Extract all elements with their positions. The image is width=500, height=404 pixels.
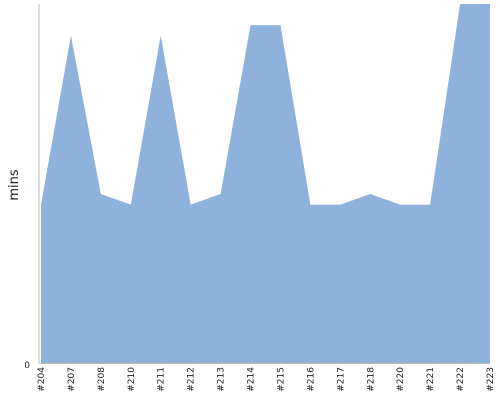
x-tick-label-221: #221 xyxy=(426,367,436,392)
data-point-210 xyxy=(129,203,133,207)
data-point-222 xyxy=(458,2,462,6)
x-tick-label-213: #213 xyxy=(217,367,227,392)
data-point-223 xyxy=(488,2,492,6)
x-tick-label-223: #223 xyxy=(486,367,496,392)
data-point-211 xyxy=(159,34,163,38)
y-tick-label-0: 0 xyxy=(24,361,30,371)
x-tick-label-207: #207 xyxy=(67,367,77,392)
data-point-217 xyxy=(338,203,342,207)
x-tick-label-214: #214 xyxy=(247,367,257,392)
data-point-220 xyxy=(398,203,402,207)
x-tick-label-210: #210 xyxy=(127,367,137,392)
x-tick-label-218: #218 xyxy=(366,367,376,392)
x-tick-label-204: #204 xyxy=(37,367,47,392)
data-point-207 xyxy=(69,34,73,38)
x-tick-label-222: #222 xyxy=(456,367,466,392)
x-tick-label-208: #208 xyxy=(97,367,107,392)
area-series xyxy=(41,4,490,363)
x-tick-label-215: #215 xyxy=(276,367,286,392)
data-point-213 xyxy=(219,192,223,196)
data-point-215 xyxy=(278,23,282,27)
x-tick-label-220: #220 xyxy=(396,367,406,392)
data-point-216 xyxy=(308,203,312,207)
data-point-214 xyxy=(249,23,253,27)
x-tick-label-211: #211 xyxy=(157,367,167,392)
y-axis-label: mins xyxy=(7,169,22,201)
x-tick-label-212: #212 xyxy=(187,367,197,392)
data-point-208 xyxy=(99,192,103,196)
data-point-212 xyxy=(189,203,193,207)
x-tick-label-216: #216 xyxy=(306,367,316,392)
data-point-221 xyxy=(428,203,432,207)
x-tick-label-217: #217 xyxy=(336,367,346,392)
data-point-204 xyxy=(39,203,43,207)
data-point-218 xyxy=(368,192,372,196)
